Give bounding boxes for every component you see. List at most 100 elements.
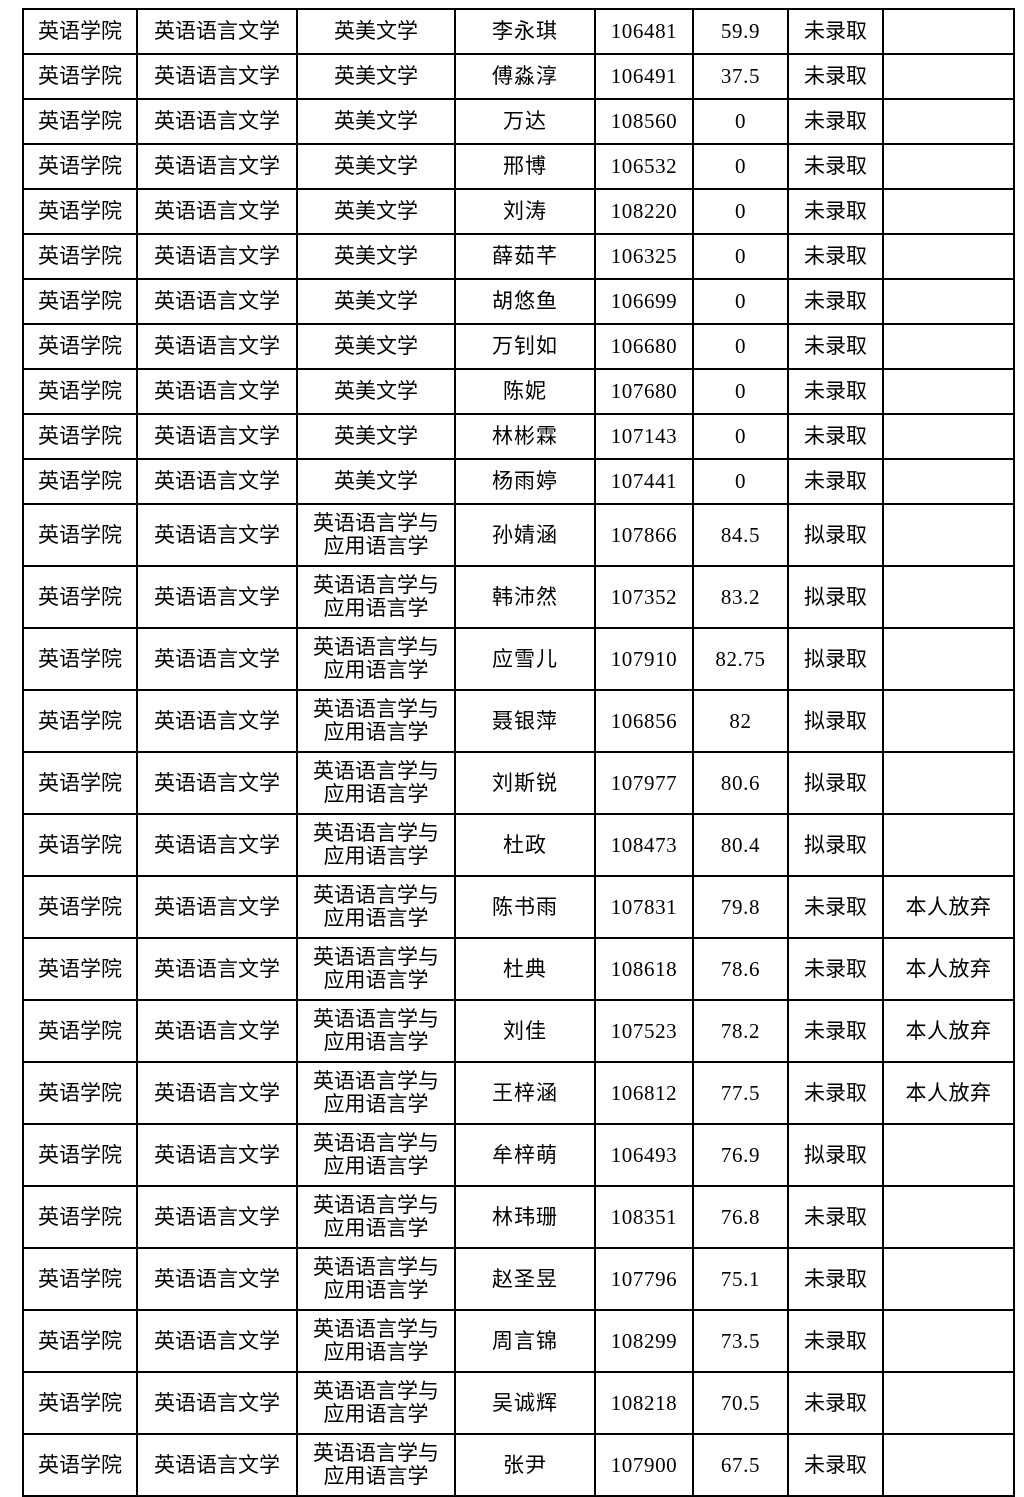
table-row: 英语学院 英语语言文学 英美文学 傅淼淳 106491 37.5 未录取 [22,53,1015,100]
cell-college: 英语学院 [22,1309,138,1373]
cell-remark [882,689,1015,753]
cell-major: 英语语言文学 [136,278,298,325]
table-row: 英语学院 英语语言文学 英美文学 邢博 106532 0 未录取 [22,143,1015,190]
cell-major: 英语语言文学 [136,53,298,100]
table-row: 英语学院 英语语言文学 英美文学 林彬霖 107143 0 未录取 [22,413,1015,460]
cell-name: 孙婧涵 [454,503,596,567]
cell-college: 英语学院 [22,813,138,877]
cell-major: 英语语言文学 [136,413,298,460]
cell-college: 英语学院 [22,1371,138,1435]
table-row: 英语学院 英语语言文学 英美文学 陈妮 107680 0 未录取 [22,368,1015,415]
cell-name: 吴诚辉 [454,1371,596,1435]
cell-direction: 英美文学 [296,143,456,190]
cell-remark [882,98,1015,145]
cell-direction: 英语语言学与 应用语言学 [296,689,456,753]
cell-status: 拟录取 [787,565,884,629]
direction-line: 应用语言学 [323,658,429,682]
cell-college: 英语学院 [22,233,138,280]
cell-name: 胡悠鱼 [454,278,596,325]
direction-line: 应用语言学 [323,906,429,930]
table-row: 英语学院 英语语言文学 英语语言学与 应用语言学 应雪儿 107910 82.75 拟录取 [22,627,1015,691]
table-row: 英语学院 英语语言文学 英语语言学与 应用语言学 周言锦 108299 73.5 未录取 [22,1309,1015,1373]
cell-remark [882,143,1015,190]
cell-status: 未录取 [787,143,884,190]
cell-status: 未录取 [787,188,884,235]
cell-name: 杜政 [454,813,596,877]
cell-exam-id: 107441 [594,458,694,505]
cell-name: 杜典 [454,937,596,1001]
cell-remark [882,627,1015,691]
cell-status: 未录取 [787,875,884,939]
cell-status: 未录取 [787,1185,884,1249]
cell-major: 英语语言文学 [136,503,298,567]
cell-score: 77.5 [692,1061,789,1125]
cell-name: 牟梓萌 [454,1123,596,1187]
direction-line: 应用语言学 [323,1092,429,1116]
cell-score: 76.9 [692,1123,789,1187]
table-row: 英语学院 英语语言文学 英语语言学与 应用语言学 刘佳 107523 78.2 未录取 本人放弃 [22,999,1015,1063]
cell-status: 拟录取 [787,813,884,877]
direction-line: 应用语言学 [323,596,429,620]
cell-status: 未录取 [787,1247,884,1311]
direction-line: 英语语言学与 [313,945,439,970]
direction-line: 应用语言学 [323,1402,429,1426]
cell-college: 英语学院 [22,1433,138,1497]
cell-name: 刘斯锐 [454,751,596,815]
cell-score: 37.5 [692,53,789,100]
cell-college: 英语学院 [22,751,138,815]
direction-line: 英语语言学与 [313,1007,439,1032]
cell-direction: 英美文学 [296,233,456,280]
cell-major: 英语语言文学 [136,233,298,280]
cell-exam-id: 107900 [594,1433,694,1497]
table-row: 英语学院 英语语言文学 英语语言学与 应用语言学 孙婧涵 107866 84.5 拟录取 [22,503,1015,567]
cell-score: 59.9 [692,8,789,55]
cell-score: 83.2 [692,565,789,629]
cell-remark [882,751,1015,815]
cell-name: 刘佳 [454,999,596,1063]
cell-name: 万钊如 [454,323,596,370]
cell-direction: 英语语言学与 应用语言学 [296,751,456,815]
cell-status: 未录取 [787,413,884,460]
table-row: 英语学院 英语语言文学 英语语言学与 应用语言学 杜典 108618 78.6 未录取 本人放弃 [22,937,1015,1001]
cell-exam-id: 106856 [594,689,694,753]
cell-exam-id: 107977 [594,751,694,815]
cell-exam-id: 107796 [594,1247,694,1311]
cell-status: 未录取 [787,1433,884,1497]
cell-college: 英语学院 [22,53,138,100]
cell-name: 韩沛然 [454,565,596,629]
cell-major: 英语语言文学 [136,368,298,415]
cell-status: 拟录取 [787,751,884,815]
cell-college: 英语学院 [22,368,138,415]
cell-direction: 英语语言学与 应用语言学 [296,627,456,691]
cell-name: 应雪儿 [454,627,596,691]
cell-direction: 英语语言学与 应用语言学 [296,813,456,877]
cell-remark [882,565,1015,629]
cell-status: 未录取 [787,98,884,145]
cell-exam-id: 107910 [594,627,694,691]
cell-college: 英语学院 [22,503,138,567]
cell-score: 76.8 [692,1185,789,1249]
cell-exam-id: 106680 [594,323,694,370]
cell-college: 英语学院 [22,937,138,1001]
cell-status: 未录取 [787,233,884,280]
direction-line: 英语语言学与 [313,883,439,908]
cell-exam-id: 106699 [594,278,694,325]
cell-score: 0 [692,278,789,325]
cell-score: 67.5 [692,1433,789,1497]
cell-score: 84.5 [692,503,789,567]
cell-remark [882,53,1015,100]
table-row: 英语学院 英语语言文学 英美文学 胡悠鱼 106699 0 未录取 [22,278,1015,325]
table-row: 英语学院 英语语言文学 英语语言学与 应用语言学 赵圣昱 107796 75.1 未录取 [22,1247,1015,1311]
cell-direction: 英语语言学与 应用语言学 [296,937,456,1001]
cell-status: 未录取 [787,937,884,1001]
cell-direction: 英美文学 [296,8,456,55]
cell-status: 未录取 [787,323,884,370]
cell-score: 82.75 [692,627,789,691]
cell-score: 0 [692,143,789,190]
cell-status: 未录取 [787,1061,884,1125]
cell-name: 周言锦 [454,1309,596,1373]
cell-major: 英语语言文学 [136,143,298,190]
cell-name: 林玮珊 [454,1185,596,1249]
cell-remark [882,1123,1015,1187]
table-row: 英语学院 英语语言文学 英语语言学与 应用语言学 吴诚辉 108218 70.5 未录取 [22,1371,1015,1435]
